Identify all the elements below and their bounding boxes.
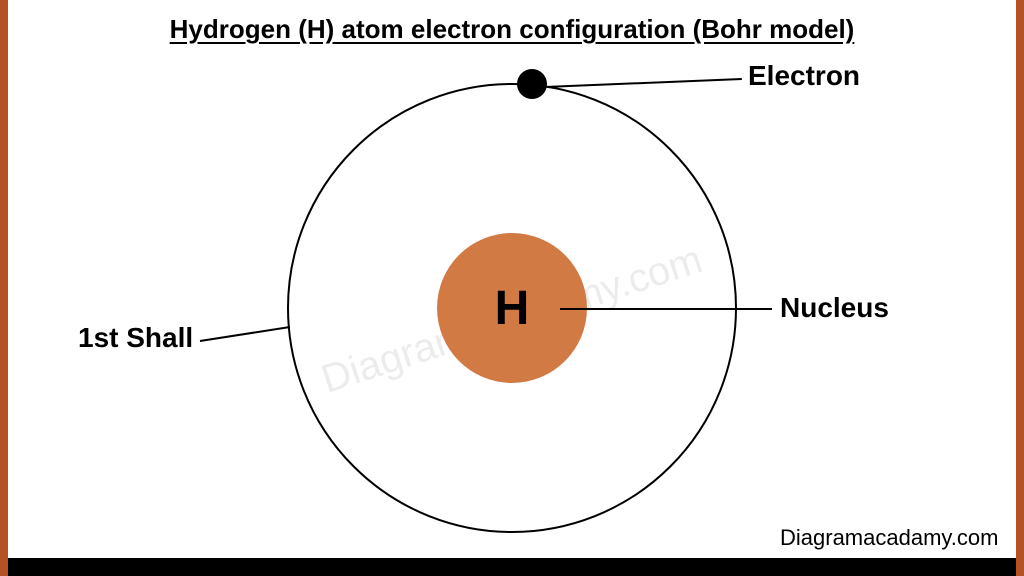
label-nucleus: Nucleus bbox=[780, 292, 889, 324]
label-shell: 1st Shall bbox=[78, 322, 193, 354]
nucleus-symbol: H bbox=[495, 281, 530, 336]
electron bbox=[517, 69, 547, 99]
leader-line-nucleus bbox=[560, 308, 772, 310]
diagram-stage: Diagramacadamy.com H Electron Nucleus 1s… bbox=[0, 0, 1024, 576]
credit-text: Diagramacadamy.com bbox=[780, 525, 998, 551]
label-electron: Electron bbox=[748, 60, 860, 92]
leader-line-electron bbox=[545, 78, 742, 88]
leader-line-shell bbox=[200, 326, 290, 342]
